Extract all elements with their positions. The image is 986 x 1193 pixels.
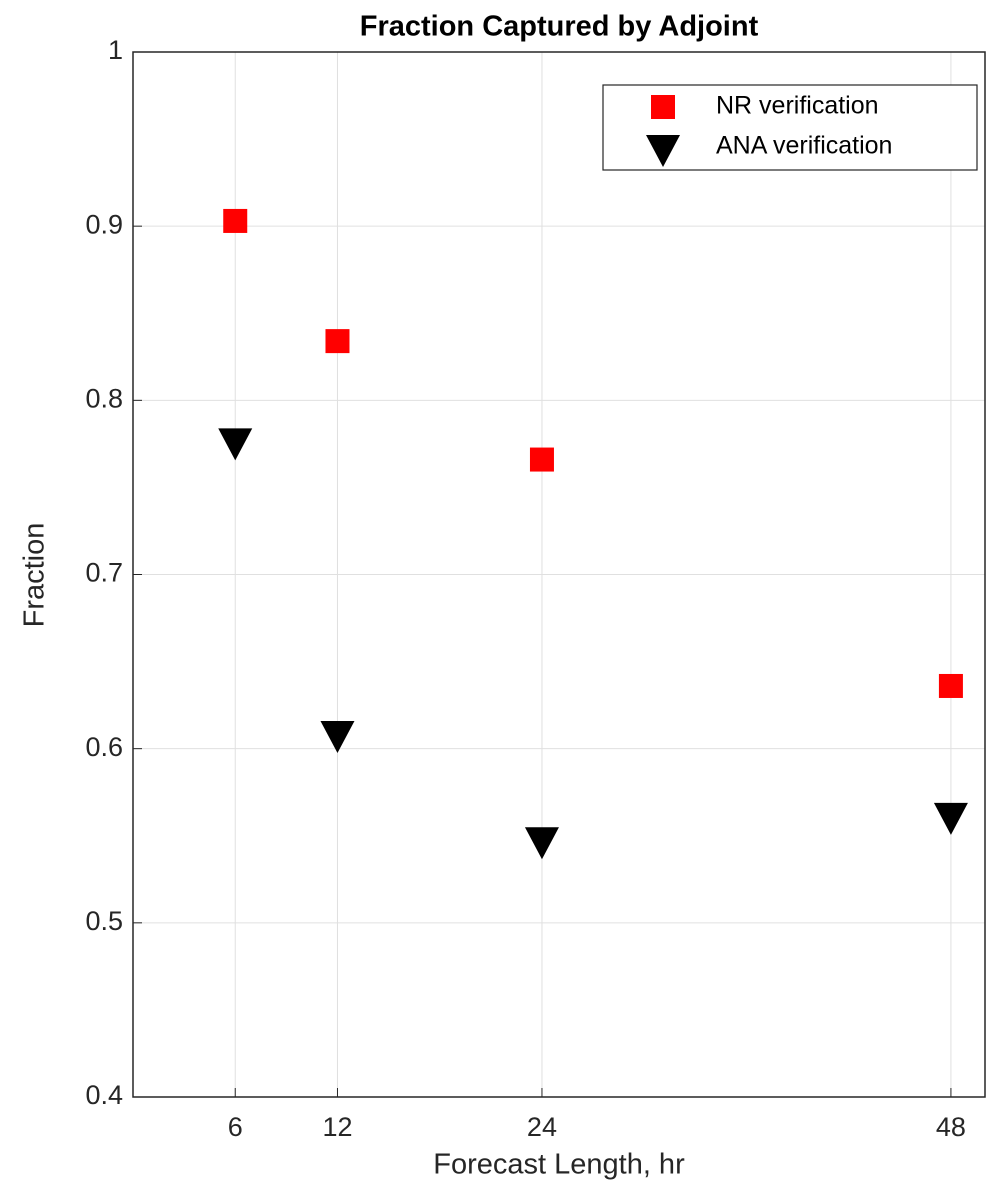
chart-title: Fraction Captured by Adjoint [360, 11, 759, 43]
square-marker [651, 95, 675, 119]
y-tick-label: 0.6 [85, 732, 123, 762]
triangle-marker [933, 802, 968, 835]
y-tick-label: 1 [108, 35, 123, 65]
y-axis-label: Fraction [19, 523, 51, 628]
x-tick-label: 24 [527, 1112, 557, 1142]
x-axis-label: Forecast Length, hr [433, 1149, 685, 1181]
square-marker [325, 329, 350, 354]
y-tick-label: 0.9 [85, 209, 123, 239]
y-tick-label: 0.8 [85, 383, 123, 413]
y-tick-label: 0.4 [85, 1080, 123, 1110]
triangle-marker [524, 827, 559, 860]
y-tick-label: 0.7 [85, 558, 123, 588]
x-tick-label: 48 [936, 1112, 966, 1142]
triangle-marker [320, 720, 355, 753]
square-marker [938, 673, 963, 698]
square-marker [223, 208, 248, 233]
legend-label: NR verification [716, 92, 879, 120]
plot-frame [132, 51, 986, 1098]
triangle-marker [218, 428, 253, 461]
x-tick-label: 6 [228, 1112, 243, 1142]
square-marker [529, 447, 554, 472]
legend-label: ANA verification [716, 132, 892, 160]
y-tick-label: 0.5 [85, 906, 123, 936]
triangle-marker [646, 135, 680, 167]
x-tick-label: 12 [322, 1112, 352, 1142]
